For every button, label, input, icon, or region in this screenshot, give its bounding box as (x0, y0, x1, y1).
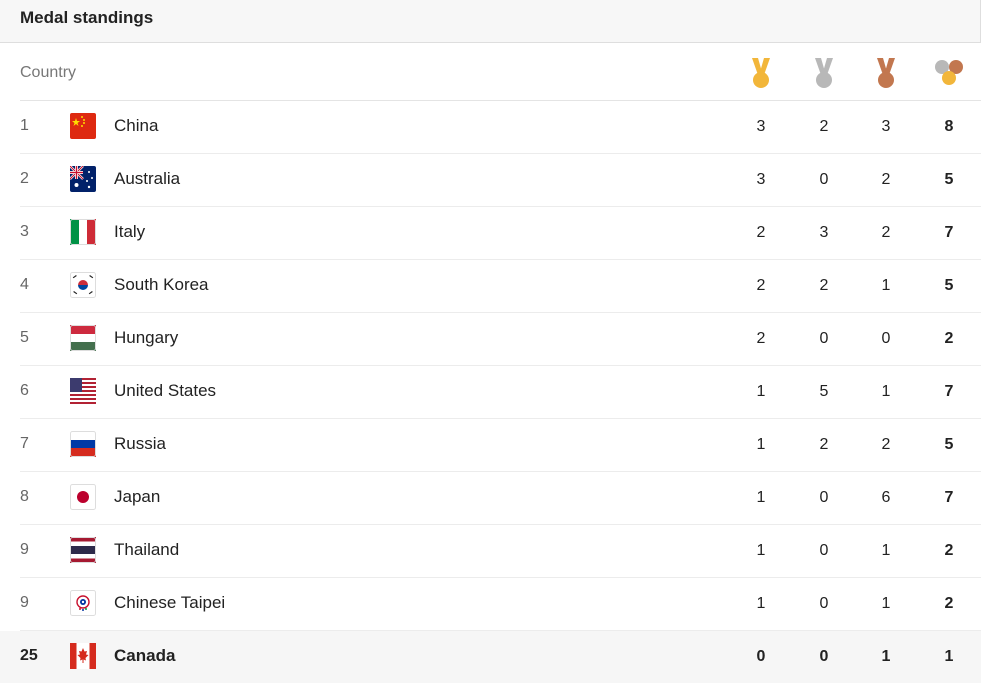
country-name: Russia (114, 434, 166, 453)
table-row[interactable]: 3 Italy 2 3 2 7 (20, 207, 981, 260)
rank: 8 (20, 488, 29, 505)
bronze-count: 0 (881, 330, 891, 347)
gold-count: 1 (756, 383, 766, 400)
rank: 5 (20, 329, 29, 346)
gold-count: 3 (756, 171, 766, 188)
rank: 4 (20, 276, 29, 293)
silver-count: 0 (819, 542, 829, 559)
total-count: 5 (944, 171, 954, 188)
silver-count: 0 (819, 171, 829, 188)
gold-count: 1 (756, 436, 766, 453)
bronze-count: 1 (881, 277, 891, 294)
table-row[interactable]: 25 Canada 0 0 1 1 (0, 631, 981, 683)
gold-count: 1 (756, 489, 766, 506)
rank: 9 (20, 541, 29, 558)
gold-count: 2 (756, 224, 766, 241)
total-count: 5 (944, 436, 954, 453)
rank: 9 (20, 594, 29, 611)
silver-count: 2 (819, 118, 829, 135)
silver-count: 0 (819, 489, 829, 506)
rank: 2 (20, 170, 29, 187)
table-row[interactable]: 8 Japan 1 0 6 7 (20, 472, 981, 525)
gold-count: 3 (756, 118, 766, 135)
country-name: Chinese Taipei (114, 593, 226, 612)
table-row[interactable]: 9 Thailand 1 0 1 2 (20, 525, 981, 578)
japan-flag-icon (70, 484, 96, 510)
south-korea-flag-icon (70, 272, 96, 298)
gold-medal-icon (752, 58, 770, 88)
total-count: 1 (944, 648, 954, 665)
silver-count: 2 (819, 277, 829, 294)
gold-count: 1 (756, 542, 766, 559)
bronze-count: 1 (881, 383, 891, 400)
total-count: 8 (944, 118, 954, 135)
total-count: 2 (944, 595, 954, 612)
silver-count: 0 (819, 330, 829, 347)
country-name: China (114, 116, 159, 135)
country-name: United States (114, 381, 217, 400)
chinese-taipei-flag-icon (70, 590, 96, 616)
table-row[interactable]: 5 Hungary 2 0 0 2 (20, 313, 981, 366)
gold-count: 2 (756, 330, 766, 347)
thailand-flag-icon (70, 537, 96, 563)
total-count: 7 (944, 224, 954, 241)
hungary-flag-icon (70, 325, 96, 351)
country-column-label: Country (20, 64, 77, 81)
page-title: Medal standings (20, 8, 154, 27)
country-name: Italy (114, 222, 146, 241)
table-row[interactable]: 6 United States 1 5 1 7 (20, 366, 981, 419)
gold-count: 1 (756, 595, 766, 612)
bronze-count: 1 (881, 542, 891, 559)
country-name: Australia (114, 169, 181, 188)
silver-count: 3 (819, 224, 829, 241)
country-name: Canada (114, 646, 176, 665)
silver-count: 5 (819, 383, 829, 400)
country-name: South Korea (114, 275, 209, 294)
total-medals-icon (935, 60, 963, 85)
gold-count: 2 (756, 277, 766, 294)
total-count: 2 (944, 542, 954, 559)
country-name: Thailand (114, 540, 180, 559)
bronze-count: 1 (881, 648, 891, 665)
australia-flag-icon (69, 165, 96, 192)
rank: 1 (20, 117, 29, 134)
country-name: Hungary (114, 328, 179, 347)
table-row[interactable]: 9 Chinese Taipei 1 0 1 2 (20, 578, 981, 631)
bronze-count: 2 (881, 224, 891, 241)
bronze-count: 3 (881, 118, 891, 135)
italy-flag-icon (70, 219, 96, 245)
total-count: 2 (944, 330, 954, 347)
total-count: 5 (944, 277, 954, 294)
russia-flag-icon (70, 431, 96, 457)
table-row[interactable]: 4 South Korea 2 2 1 5 (20, 260, 981, 313)
table-row[interactable]: 7 Russia 1 2 2 5 (20, 419, 981, 472)
bronze-medal-icon (877, 58, 895, 88)
gold-count: 0 (756, 648, 766, 665)
table-row[interactable]: 1 China 3 2 3 8 (20, 101, 981, 154)
rank: 3 (20, 223, 29, 240)
medal-standings-header: Medal standings (0, 0, 981, 43)
silver-count: 2 (819, 436, 829, 453)
canada-flag-icon (70, 643, 96, 669)
bronze-count: 2 (881, 171, 891, 188)
country-name: Japan (114, 487, 161, 506)
total-count: 7 (944, 383, 954, 400)
rank: 6 (20, 382, 29, 399)
silver-medal-icon (815, 58, 833, 88)
rank: 25 (20, 647, 38, 664)
medal-table: Country 1 China 3 2 3 8 2 Australia 3 0 2 5 3 Italy 2 3… (0, 44, 981, 683)
china-flag-icon (70, 113, 96, 139)
bronze-count: 6 (881, 489, 891, 506)
rank: 7 (20, 435, 29, 452)
table-row[interactable]: 2 Australia 3 0 2 5 (20, 154, 981, 207)
bronze-count: 2 (881, 436, 891, 453)
total-count: 7 (944, 489, 954, 506)
silver-count: 0 (819, 648, 829, 665)
column-header-row: Country (20, 44, 981, 101)
united-states-flag-icon (70, 378, 96, 404)
silver-count: 0 (819, 595, 829, 612)
bronze-count: 1 (881, 595, 891, 612)
